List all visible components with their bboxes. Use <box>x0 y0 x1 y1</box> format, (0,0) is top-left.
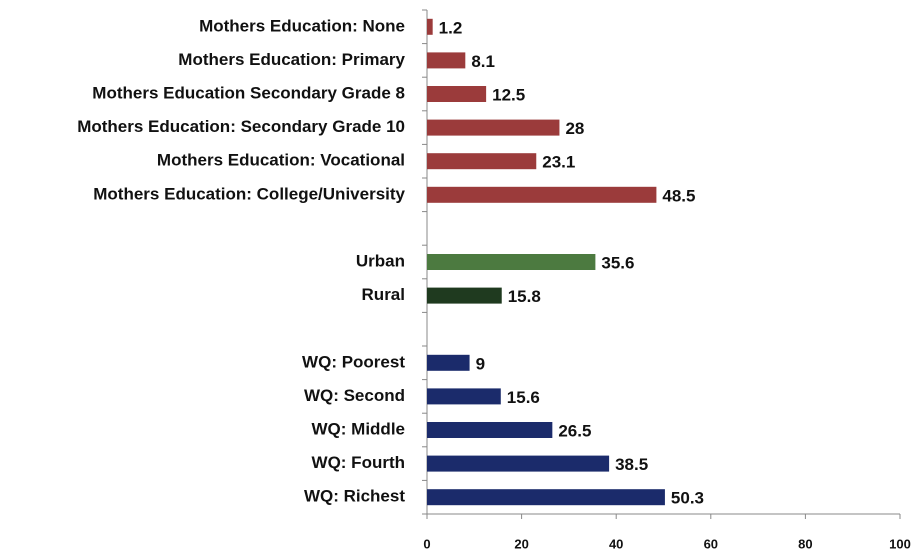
category-label: WQ: Poorest <box>302 352 405 371</box>
category-label: Mothers Education: College/University <box>93 184 405 203</box>
category-label: Mothers Education: None <box>199 16 405 35</box>
value-label: 48.5 <box>662 186 695 205</box>
value-label: 15.6 <box>507 388 540 407</box>
value-label: 38.5 <box>615 455 648 474</box>
x-tick-label: 100 <box>889 536 911 551</box>
value-label: 8.1 <box>471 52 495 71</box>
bar <box>427 119 560 136</box>
value-label: 28 <box>565 119 584 138</box>
value-label: 50.3 <box>671 489 704 508</box>
bar <box>427 455 610 472</box>
value-label: 35.6 <box>601 253 634 272</box>
category-label: Mothers Education Secondary Grade 8 <box>92 83 405 102</box>
bar <box>427 489 665 506</box>
bar <box>427 354 470 371</box>
bar <box>427 287 502 304</box>
value-label: 1.2 <box>439 18 463 37</box>
value-label: 12.5 <box>492 85 525 104</box>
category-label: Mothers Education: Primary <box>178 50 405 69</box>
x-tick-label: 40 <box>609 536 623 551</box>
x-tick-label: 60 <box>704 536 718 551</box>
x-tick-label: 0 <box>423 536 430 551</box>
bar <box>427 18 433 35</box>
x-tick-label: 20 <box>514 536 528 551</box>
value-label: 15.8 <box>508 287 541 306</box>
value-label: 26.5 <box>558 421 591 440</box>
bar <box>427 186 657 203</box>
category-label: Urban <box>356 251 405 270</box>
x-tick-label: 80 <box>798 536 812 551</box>
bar <box>427 254 596 270</box>
category-label: Rural <box>362 285 405 304</box>
bar <box>427 153 537 170</box>
value-label: 9 <box>476 354 485 373</box>
bar <box>427 388 501 405</box>
category-label: Mothers Education: Vocational <box>157 151 405 170</box>
value-label: 23.1 <box>542 153 575 172</box>
category-label: WQ: Fourth <box>312 453 405 472</box>
category-label: Mothers Education: Secondary Grade 10 <box>77 117 405 136</box>
bar <box>427 86 487 102</box>
category-label: WQ: Second <box>304 386 405 405</box>
bar <box>427 422 553 438</box>
bar <box>427 52 466 69</box>
category-label: WQ: Richest <box>304 487 405 506</box>
category-label: WQ: Middle <box>312 419 405 438</box>
